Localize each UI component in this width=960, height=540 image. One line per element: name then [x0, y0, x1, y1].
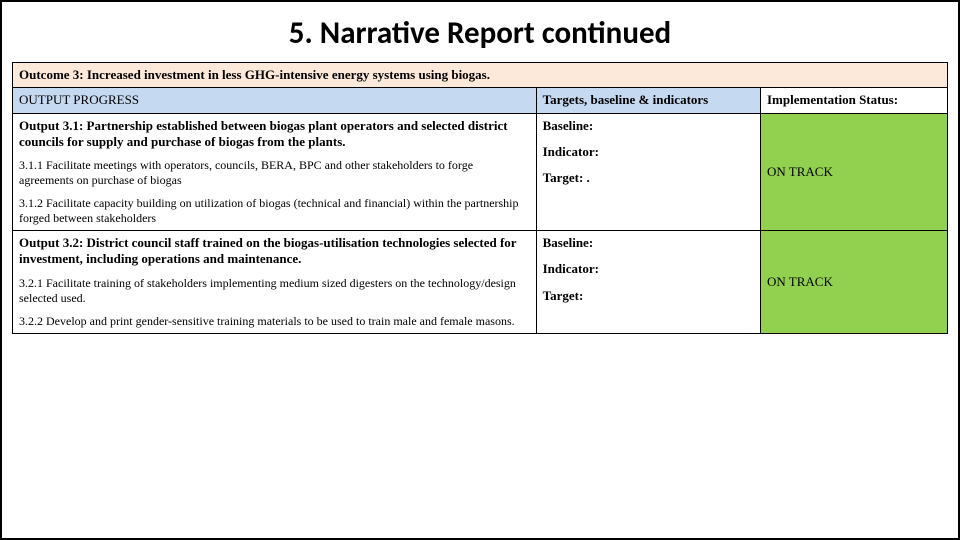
outcome-text: Outcome 3: Increased investment in less … [13, 63, 948, 88]
baseline-label: Baseline: [543, 235, 754, 251]
slide-frame: 5. Narrative Report continued Outcome 3:… [0, 0, 960, 540]
slide-title: 5. Narrative Report continued [12, 14, 948, 52]
table-row: Output 3.1: Partnership established betw… [13, 113, 948, 231]
outcome-row: Outcome 3: Increased investment in less … [13, 63, 948, 88]
target-label: Target: . [543, 170, 754, 186]
status-text: ON TRACK [767, 274, 833, 289]
header-targets: Targets, baseline & indicators [536, 88, 760, 113]
output-cell: Output 3.1: Partnership established betw… [13, 113, 537, 231]
output-cell: Output 3.2: District council staff train… [13, 231, 537, 334]
table-header-row: OUTPUT PROGRESS Targets, baseline & indi… [13, 88, 948, 113]
activity-text: 3.2.1 Facilitate training of stakeholder… [19, 276, 530, 306]
activity-text: 3.1.1 Facilitate meetings with operators… [19, 158, 530, 188]
status-text: ON TRACK [767, 164, 833, 179]
indicator-label: Indicator: [543, 144, 754, 160]
status-cell: ON TRACK [760, 113, 947, 231]
output-title: Output 3.1: Partnership established betw… [19, 118, 530, 151]
targets-cell: Baseline: Indicator: Target: . [536, 113, 760, 231]
table-row: Output 3.2: District council staff train… [13, 231, 948, 334]
targets-cell: Baseline: Indicator: Target: [536, 231, 760, 334]
target-label: Target: [543, 288, 754, 304]
header-progress: OUTPUT PROGRESS [13, 88, 537, 113]
header-status: Implementation Status: [760, 88, 947, 113]
indicator-label: Indicator: [543, 261, 754, 277]
output-title: Output 3.2: District council staff train… [19, 235, 530, 268]
activity-text: 3.1.2 Facilitate capacity building on ut… [19, 196, 530, 226]
report-table: Outcome 3: Increased investment in less … [12, 62, 948, 334]
baseline-label: Baseline: [543, 118, 754, 134]
status-cell: ON TRACK [760, 231, 947, 334]
activity-text: 3.2.2 Develop and print gender-sensitive… [19, 314, 530, 329]
